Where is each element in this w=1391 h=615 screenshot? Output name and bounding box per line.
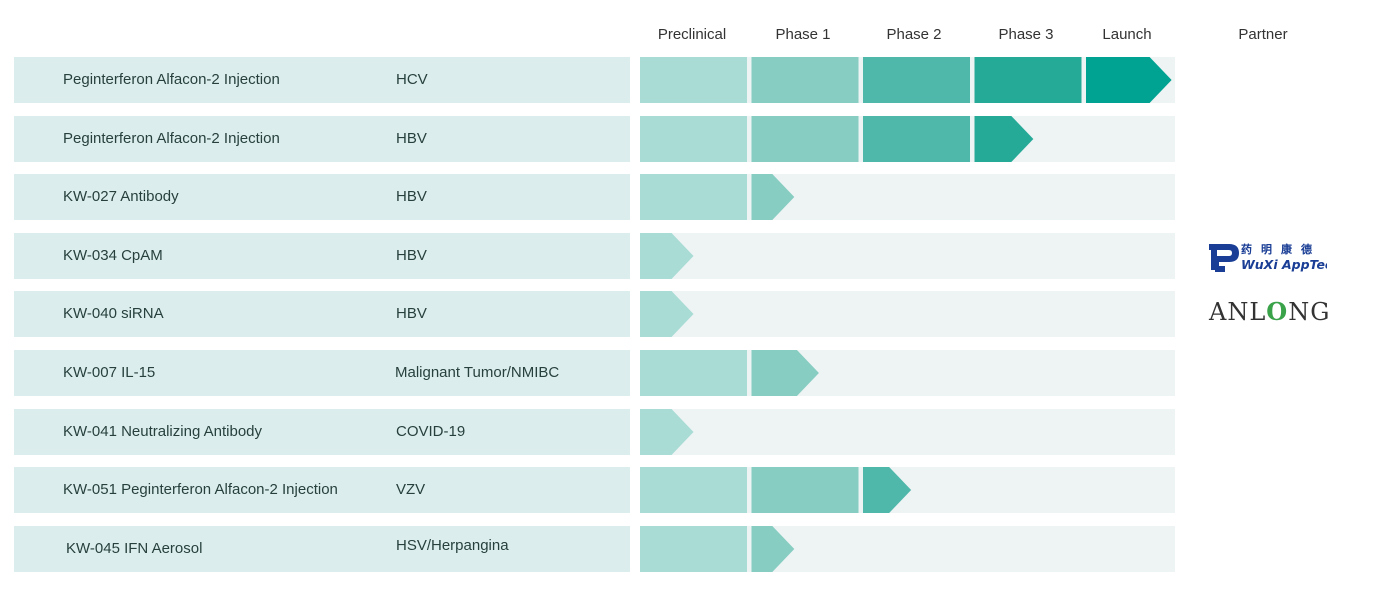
row-label-bg <box>14 291 630 337</box>
header-phase-3: Phase 3 <box>998 26 1054 43</box>
row-label-bg <box>14 57 630 103</box>
header-phase-2: Phase 2 <box>886 26 942 43</box>
stage-segment <box>751 467 859 513</box>
stage-arrow <box>640 233 694 279</box>
row-track-bg <box>640 409 1175 455</box>
drug-name: KW-041 Neutralizing Antibody <box>63 423 262 440</box>
header-preclinical: Preclinical <box>657 26 727 43</box>
header-phase-1: Phase 1 <box>775 26 831 43</box>
drug-name: KW-027 Antibody <box>63 188 179 205</box>
indication: COVID-19 <box>396 423 466 440</box>
row-label-bg <box>14 409 630 455</box>
stage-arrow <box>640 409 694 455</box>
row-label-bg <box>14 467 630 513</box>
indication: VZV <box>396 481 426 498</box>
row-label-bg <box>14 350 630 396</box>
row-label-bg <box>14 116 630 162</box>
row-label-bg <box>14 174 630 220</box>
header-launch: Launch <box>1102 26 1152 43</box>
stage-segment <box>751 116 859 162</box>
stage-segment <box>974 57 1082 103</box>
indication: HBV <box>396 247 427 264</box>
drug-name: KW-051 Peginterferon Alfacon-2 Injection <box>63 481 338 498</box>
stage-segment <box>863 57 970 103</box>
anlong-logo: ANLONG <box>1209 297 1330 327</box>
indication: HBV <box>396 130 427 147</box>
stage-arrow <box>751 526 795 572</box>
stage-arrow <box>974 116 1034 162</box>
drug-name: KW-034 CpAM <box>63 247 163 264</box>
drug-name: Peginterferon Alfacon-2 Injection <box>63 71 280 88</box>
stage-segment <box>751 57 859 103</box>
stage-arrow <box>640 291 694 337</box>
row-track-bg <box>640 291 1175 337</box>
stage-segment <box>640 526 747 572</box>
stage-segment <box>640 467 747 513</box>
drug-name: KW-007 IL-15 <box>63 364 156 381</box>
drug-name: Peginterferon Alfacon-2 Injection <box>63 130 280 147</box>
drug-name: KW-040 siRNA <box>63 305 164 322</box>
row-track-bg <box>640 233 1175 279</box>
indication: HCV <box>396 71 428 88</box>
row-label-bg <box>14 233 630 279</box>
indication: HBV <box>396 188 427 205</box>
stage-segment <box>640 174 747 220</box>
indication: HSV/Herpangina <box>396 537 509 554</box>
stage-segment <box>640 57 747 103</box>
stage-segment <box>863 116 970 162</box>
indication: Malignant Tumor/NMIBC <box>395 364 560 381</box>
wuxi-apptec-logo: 药明康德 WuXi AppTec <box>1209 242 1327 272</box>
header-partner: Partner <box>1238 26 1288 43</box>
wuxi-english-text: WuXi AppTec <box>1241 257 1327 272</box>
stage-segment <box>640 350 747 396</box>
stage-arrow <box>751 350 819 396</box>
drug-name: KW-045 IFN Aerosol <box>66 540 203 557</box>
stage-arrow <box>863 467 912 513</box>
indication: HBV <box>396 305 427 322</box>
row-label-bg <box>14 526 630 572</box>
anlong-leaf-o: O <box>1266 297 1289 326</box>
anlong-text: ANLONG <box>1209 297 1331 326</box>
wuxi-chinese-text: 药明康德 <box>1241 242 1321 256</box>
stage-arrow <box>751 174 795 220</box>
stage-arrow <box>1086 57 1172 103</box>
stage-segment <box>640 116 747 162</box>
